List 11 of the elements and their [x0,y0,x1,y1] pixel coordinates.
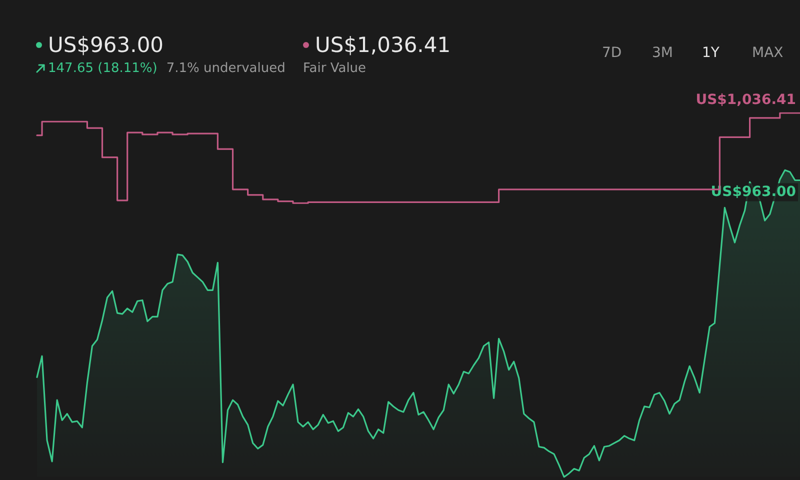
text: 3M [652,45,673,61]
text: US$1,036.41 [315,32,451,56]
text: 7.1% undervalued [166,60,286,76]
legend-label: Fair Value [303,60,366,76]
text: US$963.00 [48,32,164,56]
text: 7D [602,45,622,61]
text: MAX [752,45,784,61]
text: 147.65 (18.11%) [47,60,158,76]
data-label: US$963.00 [710,184,796,200]
data-label: US$1,036.41 [696,92,796,108]
text: 1Y [702,45,720,61]
